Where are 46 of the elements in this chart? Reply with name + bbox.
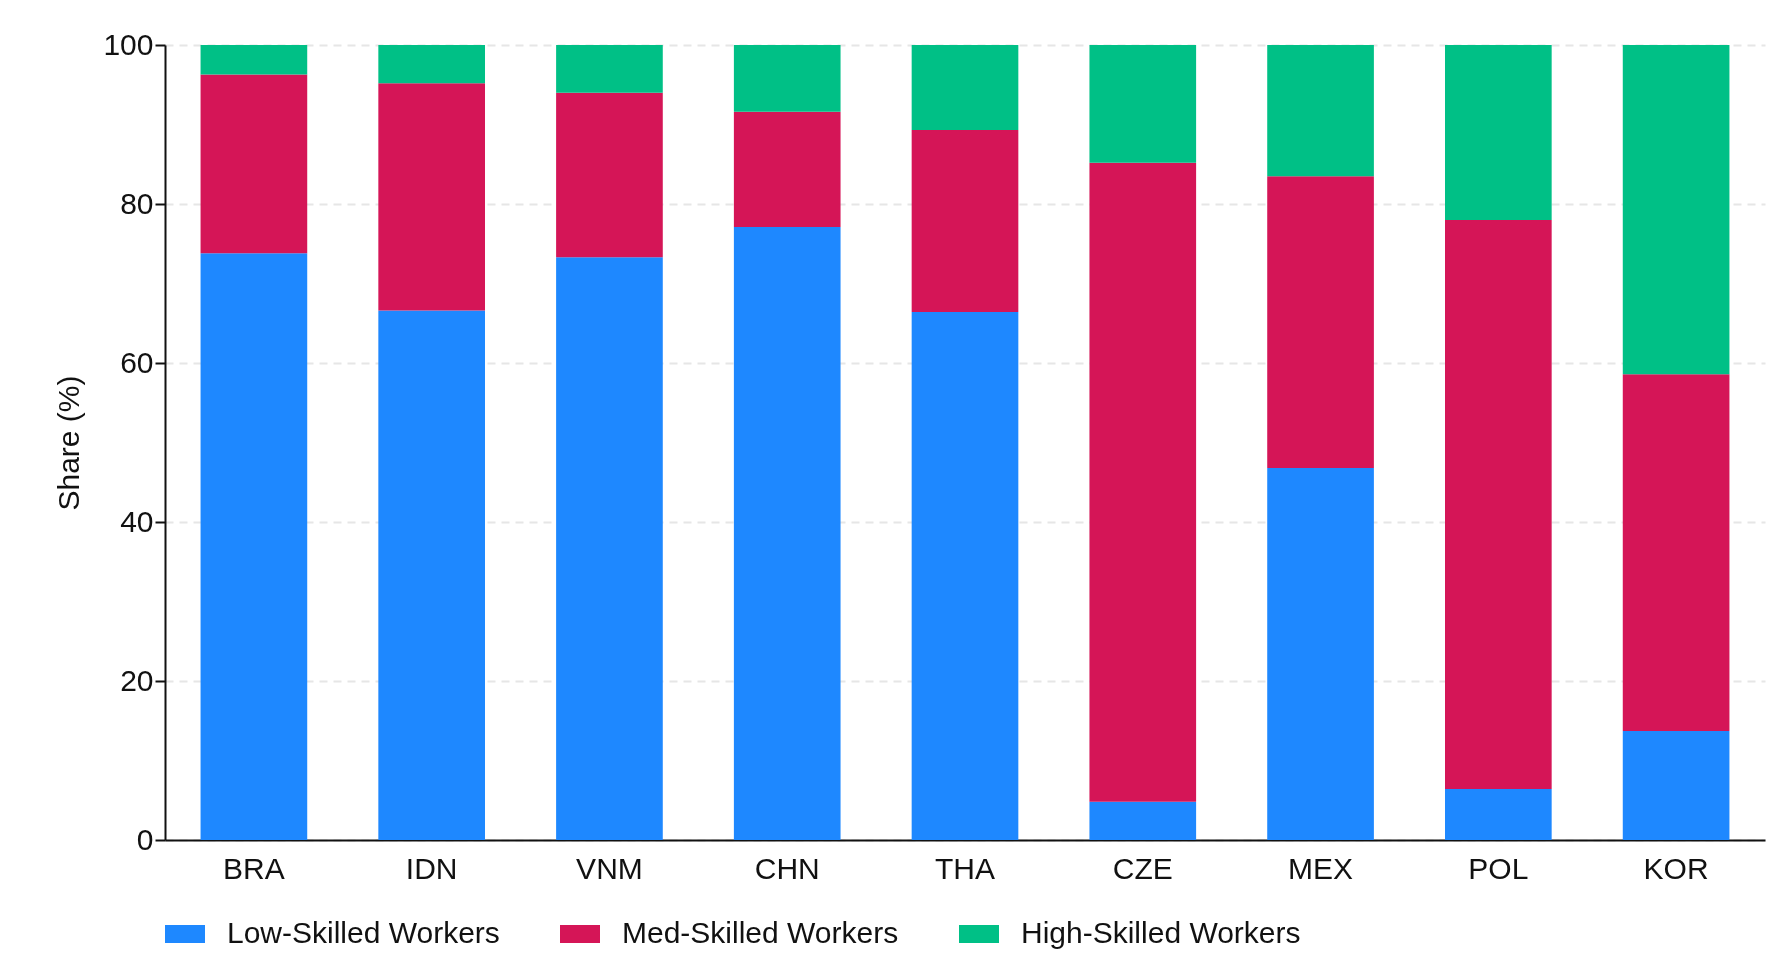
bar	[1089, 801, 1197, 840]
bar	[556, 257, 663, 840]
bar	[911, 45, 1019, 131]
x-tick-label: BRA	[223, 851, 285, 885]
y-axis-title: Share (%)	[52, 375, 86, 511]
bar	[378, 310, 485, 840]
x-tick-label: IDN	[405, 851, 458, 885]
y-tick-label: 40	[120, 504, 154, 538]
legend-label: Med-Skilled Workers	[622, 916, 899, 949]
x-tick-label: CHN	[754, 851, 820, 885]
y-tick-label: 60	[120, 345, 154, 379]
legend-label: High-Skilled Workers	[1021, 916, 1301, 949]
x-tick-label: CZE	[1112, 851, 1173, 885]
bar	[911, 312, 1019, 840]
bar	[733, 111, 841, 228]
bar	[200, 74, 308, 254]
bar	[200, 45, 308, 75]
x-tick-label: THA	[935, 851, 995, 885]
y-tick-label: 20	[120, 663, 154, 697]
bar	[1445, 789, 1552, 840]
bar	[556, 92, 663, 258]
bar	[1622, 374, 1730, 732]
bar	[733, 45, 841, 112]
bar	[1445, 219, 1552, 790]
y-tick-label: 80	[120, 186, 154, 220]
bar	[378, 83, 485, 311]
x-tick-label: MEX	[1288, 851, 1354, 885]
bar	[1089, 45, 1197, 163]
bar	[556, 45, 663, 93]
bar	[378, 45, 485, 84]
x-tick-label: POL	[1468, 851, 1529, 885]
bar	[911, 130, 1019, 313]
legend-label: Low-Skilled Workers	[227, 916, 500, 949]
y-tick-label: 0	[136, 822, 154, 856]
bar	[1622, 45, 1730, 375]
x-tick-label: VNM	[576, 851, 643, 885]
bar	[1267, 45, 1374, 177]
x-tick-label: KOR	[1643, 851, 1709, 885]
bar	[1267, 467, 1374, 840]
bar	[733, 227, 841, 840]
bar	[1089, 162, 1197, 802]
bar	[1445, 45, 1552, 220]
bar	[200, 253, 308, 840]
bar	[1267, 176, 1374, 468]
bar	[1622, 731, 1730, 840]
y-tick-label: 100	[103, 27, 154, 61]
